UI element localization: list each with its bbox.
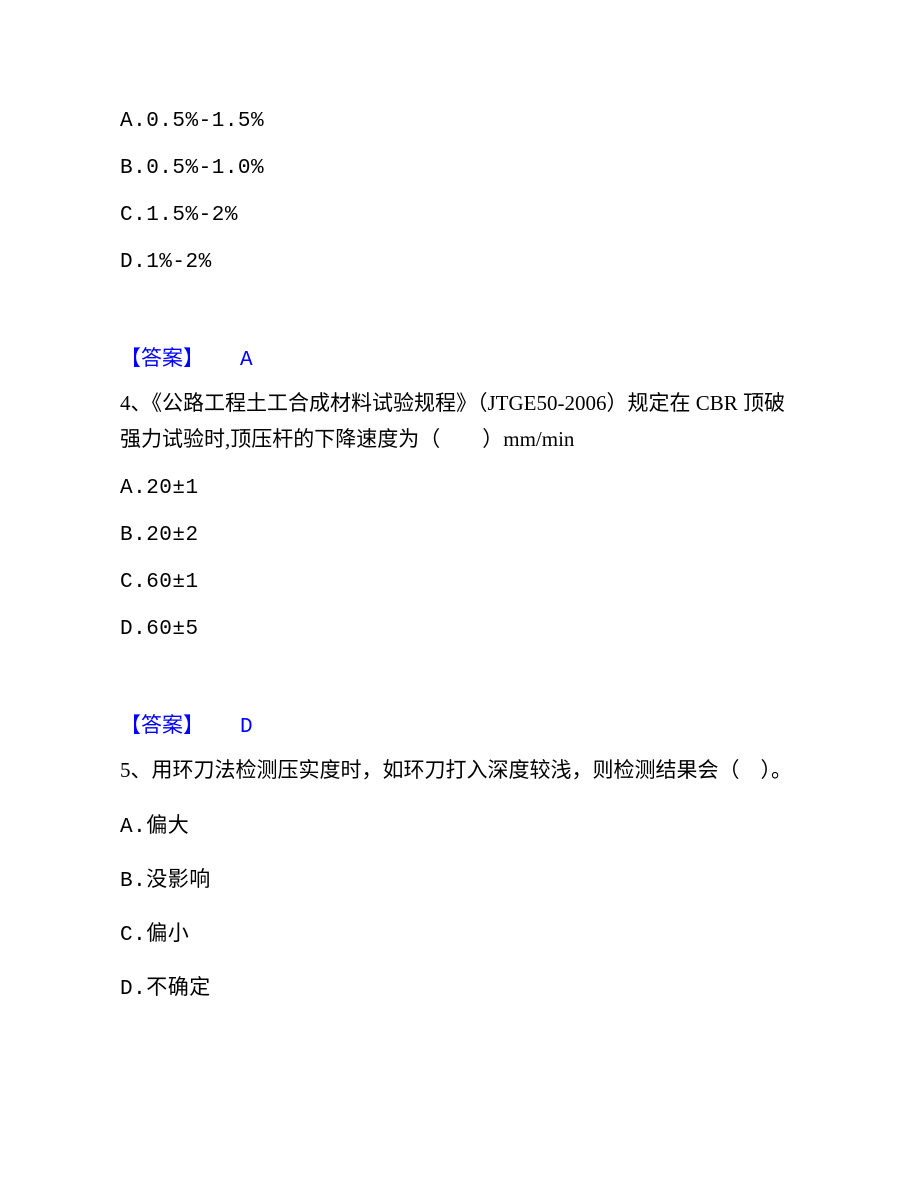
option-c: C.偏小 xyxy=(120,917,800,947)
answer-letter: A xyxy=(240,349,253,372)
option-b: B.没影响 xyxy=(120,863,800,893)
option-a: A.偏大 xyxy=(120,809,800,839)
answer-letter: D xyxy=(240,716,253,739)
option-c: C.1.5%-2% xyxy=(120,204,800,227)
document-page: A.0.5%-1.5% B.0.5%-1.0% C.1.5%-2% D.1%-2… xyxy=(0,0,920,1191)
question-4: 4、《公路工程土工合成材料试验规程》（JTGE50-2006）规定在 CBR 顶… xyxy=(120,386,800,641)
option-b: B.0.5%-1.0% xyxy=(120,157,800,180)
question-5: 5、用环刀法检测压实度时，如环刀打入深度较浅，则检测结果会（ ）。 A.偏大 B… xyxy=(120,753,800,1001)
question-text: 4、《公路工程土工合成材料试验规程》（JTGE50-2006）规定在 CBR 顶… xyxy=(120,386,800,457)
answer-label: 【答案】 xyxy=(120,346,204,370)
option-c: C.60±1 xyxy=(120,571,800,594)
answer-label: 【答案】 xyxy=(120,713,204,737)
option-d: D.1%-2% xyxy=(120,251,800,274)
answer-3: 【答案】 A xyxy=(120,342,800,372)
option-b: B.20±2 xyxy=(120,524,800,547)
answer-4: 【答案】 D xyxy=(120,709,800,739)
option-a: A.0.5%-1.5% xyxy=(120,110,800,133)
option-d: D.不确定 xyxy=(120,971,800,1001)
question-3-options: A.0.5%-1.5% B.0.5%-1.0% C.1.5%-2% D.1%-2… xyxy=(120,110,800,274)
option-a: A.20±1 xyxy=(120,477,800,500)
question-text: 5、用环刀法检测压实度时，如环刀打入深度较浅，则检测结果会（ ）。 xyxy=(120,753,800,789)
option-d: D.60±5 xyxy=(120,618,800,641)
